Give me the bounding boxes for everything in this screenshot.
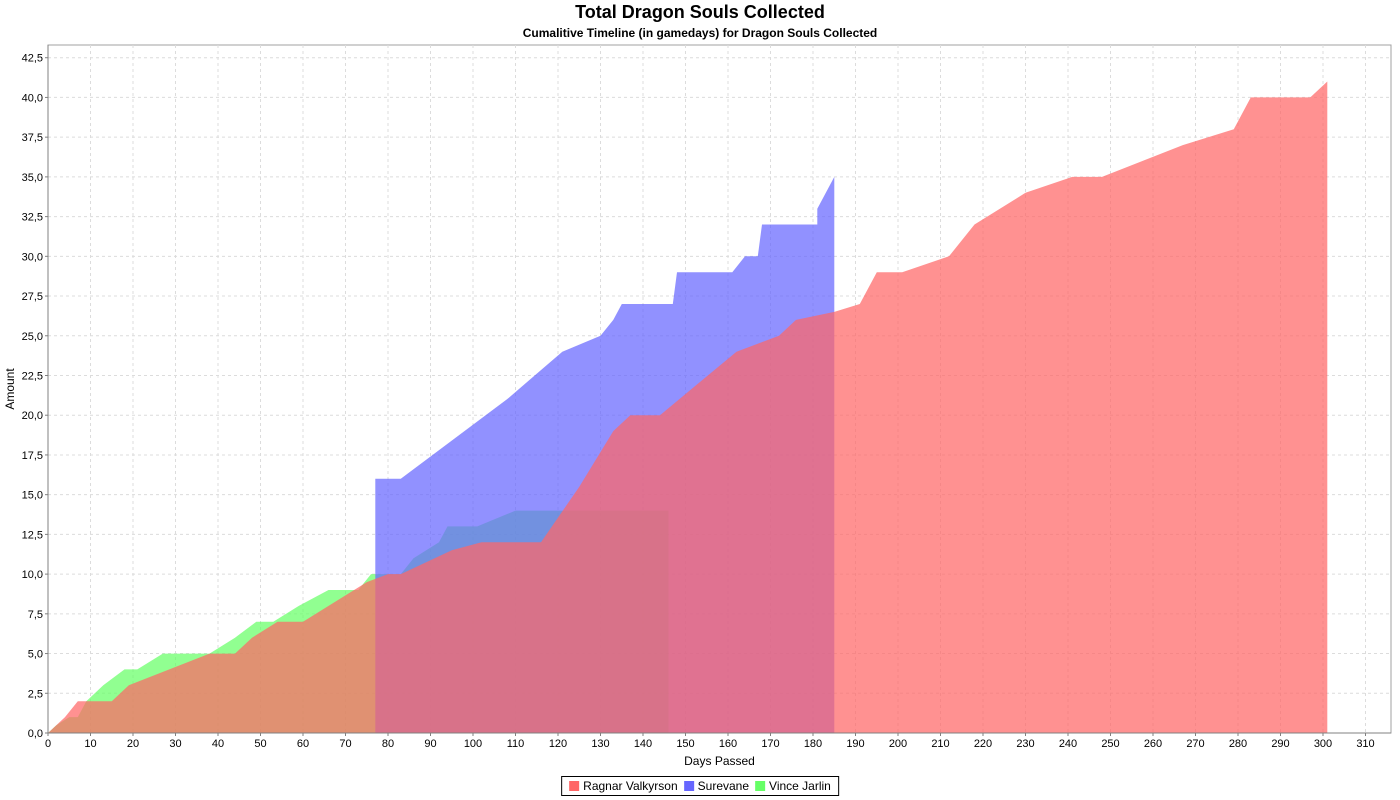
y-tick-label: 5,0 — [28, 649, 43, 661]
x-tick-label: 100 — [464, 738, 482, 750]
y-tick-label: 7,5 — [28, 609, 43, 621]
y-tick-label: 20,0 — [22, 410, 43, 422]
y-axis-title: Amount — [3, 368, 17, 410]
y-tick-label: 2,5 — [28, 688, 43, 700]
chart-title: Total Dragon Souls Collected — [575, 2, 825, 22]
chart-subtitle: Cumalitive Timeline (in gamedays) for Dr… — [522, 26, 878, 40]
legend-label-ragnar-valkyrson: Ragnar Valkyrson — [583, 779, 678, 793]
x-tick-label: 300 — [1314, 738, 1332, 750]
y-tick-label: 35,0 — [22, 172, 43, 184]
x-tick-label: 240 — [1059, 738, 1077, 750]
y-tick-label: 40,0 — [22, 92, 43, 104]
legend-swatch-vince-jarlin — [755, 781, 766, 791]
y-tick-label: 27,5 — [22, 291, 43, 303]
legend-item-ragnar-valkyrson: Ragnar Valkyrson — [569, 779, 678, 793]
x-tick-label: 0 — [45, 738, 51, 750]
legend-swatch-ragnar-valkyrson — [569, 781, 580, 791]
x-tick-label: 180 — [804, 738, 822, 750]
x-tick-label: 70 — [339, 738, 351, 750]
x-tick-label: 190 — [846, 738, 864, 750]
x-tick-label: 270 — [1186, 738, 1204, 750]
x-tick-label: 280 — [1229, 738, 1247, 750]
x-tick-label: 220 — [974, 738, 992, 750]
legend-label-surevane: Surevane — [697, 779, 750, 793]
x-tick-label: 130 — [591, 738, 609, 750]
x-tick-label: 140 — [634, 738, 652, 750]
x-tick-label: 40 — [212, 738, 224, 750]
x-tick-label: 10 — [84, 738, 96, 750]
x-tick-label: 260 — [1144, 738, 1162, 750]
legend-item-surevane: Surevane — [683, 779, 750, 793]
legend-swatch-surevane — [683, 781, 694, 791]
y-tick-label: 15,0 — [22, 490, 43, 502]
x-tick-label: 110 — [507, 738, 525, 750]
y-tick-label: 17,5 — [22, 450, 43, 462]
y-tick-label: 0,0 — [28, 728, 43, 740]
x-tick-label: 90 — [424, 738, 436, 750]
y-tick-label: 30,0 — [22, 251, 43, 263]
x-tick-label: 210 — [931, 738, 949, 750]
x-tick-label: 160 — [719, 738, 737, 750]
x-tick-label: 290 — [1271, 738, 1289, 750]
legend: Ragnar Valkyrson Surevane Vince Jarlin — [561, 776, 839, 796]
y-tick-label: 12,5 — [22, 529, 43, 541]
x-tick-label: 120 — [549, 738, 567, 750]
x-tick-label: 150 — [676, 738, 694, 750]
x-tick-label: 170 — [761, 738, 779, 750]
x-tick-label: 250 — [1101, 738, 1119, 750]
x-tick-label: 230 — [1016, 738, 1034, 750]
y-tick-label: 37,5 — [22, 132, 43, 144]
x-tick-label: 50 — [254, 738, 266, 750]
legend-item-vince-jarlin: Vince Jarlin — [755, 779, 831, 793]
x-tick-label: 60 — [297, 738, 309, 750]
y-tick-label: 42,5 — [22, 53, 43, 65]
x-tick-label: 30 — [169, 738, 181, 750]
area-series-ragnar-valkyrson — [48, 81, 1328, 733]
y-tick-label: 25,0 — [22, 331, 43, 343]
y-tick-label: 10,0 — [22, 569, 43, 581]
x-tick-label: 80 — [382, 738, 394, 750]
x-tick-label: 310 — [1356, 738, 1374, 750]
x-axis-title: Days Passed — [684, 754, 755, 768]
x-tick-label: 20 — [127, 738, 139, 750]
legend-label-vince-jarlin: Vince Jarlin — [769, 779, 831, 793]
y-tick-label: 22,5 — [22, 370, 43, 382]
x-tick-label: 200 — [889, 738, 907, 750]
y-tick-label: 32,5 — [22, 212, 43, 224]
